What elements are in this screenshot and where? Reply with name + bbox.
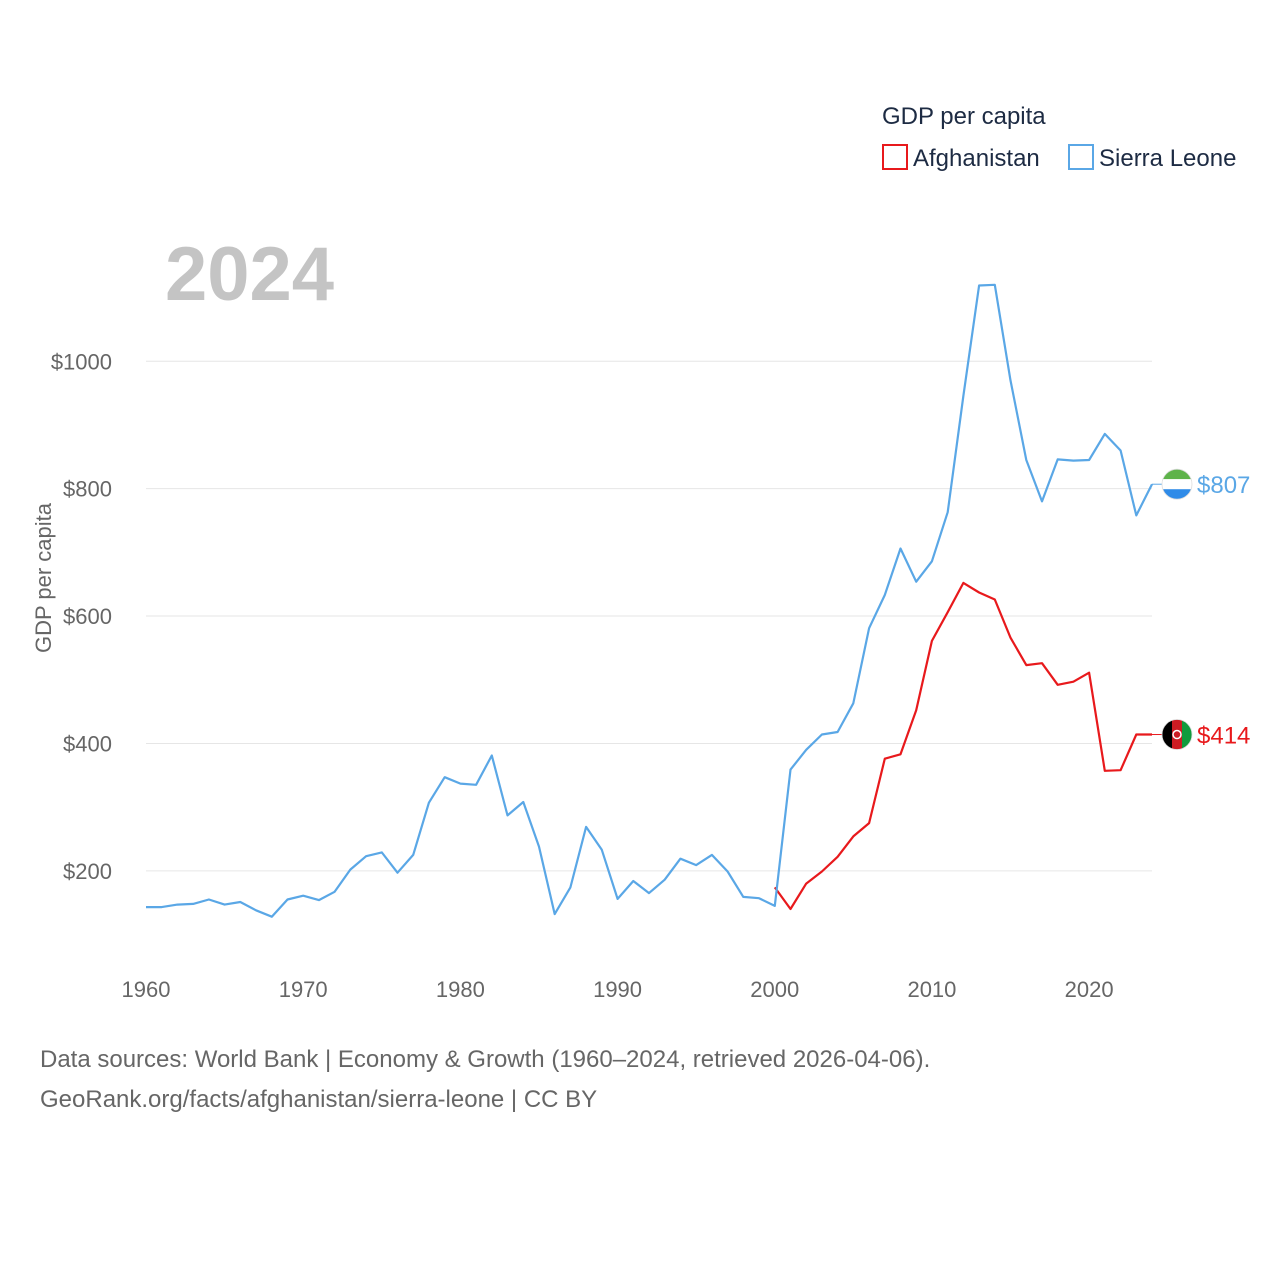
x-tick-label: 2010 (907, 977, 956, 1002)
license-line: GeoRank.org/facts/afghanistan/sierra-leo… (40, 1086, 598, 1113)
y-axis-label: GDP per capita (31, 502, 56, 653)
legend-title: GDP per capita (882, 103, 1046, 130)
end-labels: $414 $807 (1152, 468, 1250, 750)
sierra-leone-flag-icon (1161, 468, 1193, 500)
legend-item-afghanistan[interactable]: Afghanistan (882, 144, 1040, 172)
x-tick-label: 1960 (122, 977, 171, 1002)
y-tick-label: $1000 (51, 349, 112, 374)
source-note: Data sources: World Bank | Economy & Gro… (40, 1040, 1240, 1120)
legend-swatch-sierra-leone (1068, 144, 1094, 170)
legend-swatch-afghanistan (882, 144, 908, 170)
source-line: Data sources: World Bank | Economy & Gro… (40, 1046, 931, 1073)
legend-label-sierra-leone: Sierra Leone (1099, 145, 1236, 172)
gridlines (146, 360, 1152, 872)
x-tick-label: 1990 (593, 977, 642, 1002)
x-axis-ticks: 1960 1970 1980 1990 2000 2010 2020 (122, 977, 1114, 1002)
year-label: 2024 (165, 232, 334, 317)
end-value-label-sierra-leone: $807 (1197, 472, 1250, 499)
afghanistan-flag-icon (1161, 719, 1193, 750)
x-tick-label: 2000 (750, 977, 799, 1002)
series-lines (146, 283, 1153, 918)
x-tick-label: 2020 (1065, 977, 1114, 1002)
series-line-afghanistan (773, 581, 1152, 911)
y-tick-label: $200 (63, 859, 112, 884)
x-tick-label: 1980 (436, 977, 485, 1002)
legend-label-afghanistan: Afghanistan (913, 145, 1040, 172)
y-axis-ticks: $200 $400 $600 $800 $1000 (51, 349, 112, 884)
x-tick-label: 1970 (279, 977, 328, 1002)
chart: $200 $400 $600 $800 $1000 1960 1970 1980 1990 20… (31, 103, 1250, 1002)
series-line-sierra-leone (146, 283, 1153, 918)
end-value-label-afghanistan: $414 (1197, 723, 1250, 750)
y-tick-label: $800 (63, 477, 112, 502)
y-tick-label: $400 (63, 731, 112, 756)
y-tick-label: $600 (63, 604, 112, 629)
legend-item-sierra-leone[interactable]: Sierra Leone (1068, 144, 1236, 172)
legend: GDP per capita Afghanistan Sierra Leone (882, 103, 1236, 172)
